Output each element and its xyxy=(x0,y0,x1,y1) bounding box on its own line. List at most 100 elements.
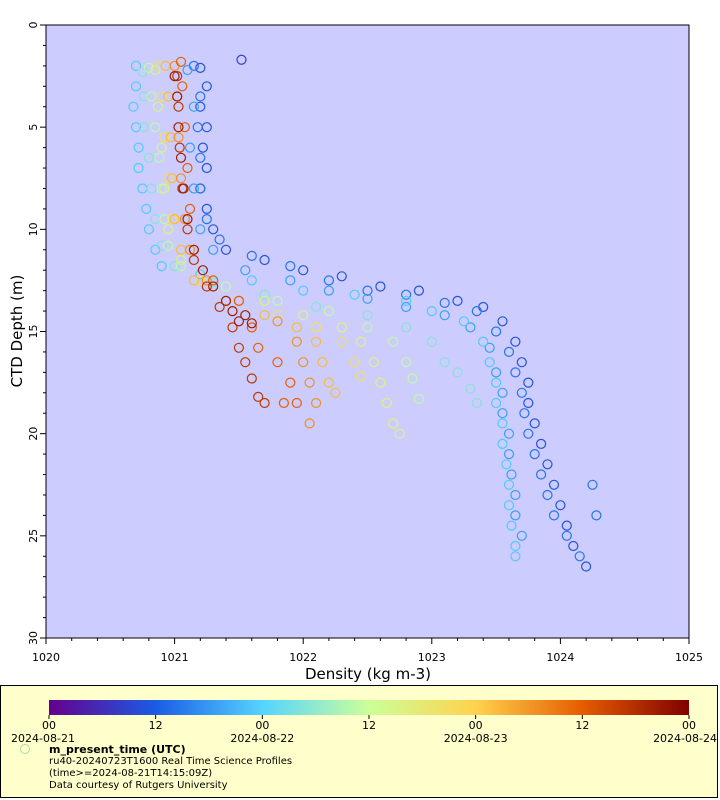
data-point xyxy=(154,60,165,72)
data-point xyxy=(246,318,257,329)
data-point xyxy=(388,336,399,347)
data-point xyxy=(529,449,540,460)
axes: 1020 1021 1022 1023 1024 1025 0 5 10 15 20 25 30 xyxy=(27,22,703,665)
data-point xyxy=(317,357,328,368)
data-point xyxy=(510,540,521,552)
data-point xyxy=(452,295,463,306)
colorbar-hour-label: 12 xyxy=(575,719,589,732)
data-point xyxy=(233,316,244,327)
data-point xyxy=(478,336,489,347)
data-point xyxy=(362,293,373,304)
data-point xyxy=(133,162,144,174)
data-point xyxy=(375,377,386,388)
data-point xyxy=(362,310,373,321)
data-point xyxy=(452,367,463,378)
data-point xyxy=(195,91,206,102)
data-point xyxy=(220,244,232,255)
legend-line-3: Data courtesy of Rutgers University xyxy=(49,780,228,791)
data-point xyxy=(497,418,508,429)
data-point xyxy=(388,418,399,429)
data-point xyxy=(323,275,334,286)
data-point xyxy=(285,275,296,286)
data-point xyxy=(195,62,206,74)
y-tick-label: 5 xyxy=(27,124,40,131)
data-point xyxy=(368,357,379,368)
data-points xyxy=(128,54,602,572)
y-axis-label: CTD Depth (m) xyxy=(8,275,26,388)
data-point xyxy=(201,214,212,225)
data-point xyxy=(529,418,540,429)
data-point xyxy=(484,357,495,368)
data-point xyxy=(240,357,251,368)
data-point xyxy=(163,240,174,251)
data-point xyxy=(188,183,199,194)
data-point xyxy=(591,510,602,521)
data-point xyxy=(253,391,264,402)
data-point xyxy=(555,500,566,511)
data-point xyxy=(246,275,257,286)
data-point xyxy=(407,373,418,384)
colorbar-date-label: 2024-08-24 xyxy=(653,732,717,745)
data-point xyxy=(169,214,180,225)
data-point xyxy=(349,289,360,300)
data-point xyxy=(580,561,592,572)
data-point xyxy=(152,101,163,112)
data-point xyxy=(233,295,244,306)
y-tick-label: 25 xyxy=(27,529,40,543)
data-point xyxy=(356,371,367,382)
scatter-chart: 1020 1021 1022 1023 1024 1025 0 5 10 15 20 25 30 Den… xyxy=(8,22,703,684)
data-point xyxy=(587,479,598,490)
data-point xyxy=(182,214,193,225)
data-point xyxy=(439,297,450,308)
data-point xyxy=(177,81,188,92)
data-point xyxy=(227,322,238,333)
x-tick-label: 1022 xyxy=(289,651,317,664)
data-point xyxy=(259,310,270,321)
data-point xyxy=(150,122,161,133)
data-point xyxy=(169,70,180,82)
legend-panel: 00 12 00 12 00 12 00 2024-08-21 2024-08-22 2024-0… xyxy=(0,685,718,798)
data-point xyxy=(141,203,152,214)
data-point xyxy=(535,469,547,480)
data-point xyxy=(516,530,527,541)
data-point xyxy=(195,224,206,235)
data-point xyxy=(548,479,560,490)
data-point xyxy=(208,275,219,286)
colorbar-hour-label: 00 xyxy=(682,719,696,732)
data-point xyxy=(240,310,251,321)
y-tick-label: 0 xyxy=(27,22,40,29)
data-point xyxy=(510,551,521,562)
data-point xyxy=(133,142,144,153)
x-tick-label: 1025 xyxy=(675,651,703,664)
data-point xyxy=(298,285,309,296)
data-point xyxy=(259,289,270,300)
data-point xyxy=(169,261,180,272)
data-point xyxy=(253,342,264,353)
data-point xyxy=(497,316,508,327)
data-point xyxy=(159,132,170,143)
data-point xyxy=(510,336,521,347)
data-point xyxy=(172,91,183,102)
data-point xyxy=(510,510,521,521)
data-point xyxy=(291,336,302,347)
data-point xyxy=(188,101,199,112)
legend-line-1: ru40-20240723T1600 Real Time Science Pro… xyxy=(49,756,293,767)
data-point xyxy=(542,459,553,470)
data-point xyxy=(503,346,515,357)
data-point xyxy=(246,373,257,384)
data-point xyxy=(154,152,165,163)
data-point xyxy=(561,520,572,531)
data-point xyxy=(220,281,232,292)
data-point xyxy=(278,397,289,409)
legend-title: m_present_time (UTC) xyxy=(49,743,186,756)
data-point xyxy=(188,254,199,266)
data-point xyxy=(568,540,579,552)
data-point xyxy=(323,306,334,317)
data-point xyxy=(401,301,412,313)
data-point xyxy=(201,162,212,174)
data-point xyxy=(175,152,187,163)
data-point xyxy=(394,428,405,439)
data-point xyxy=(323,377,334,388)
data-point xyxy=(159,183,170,194)
data-point xyxy=(173,122,184,133)
